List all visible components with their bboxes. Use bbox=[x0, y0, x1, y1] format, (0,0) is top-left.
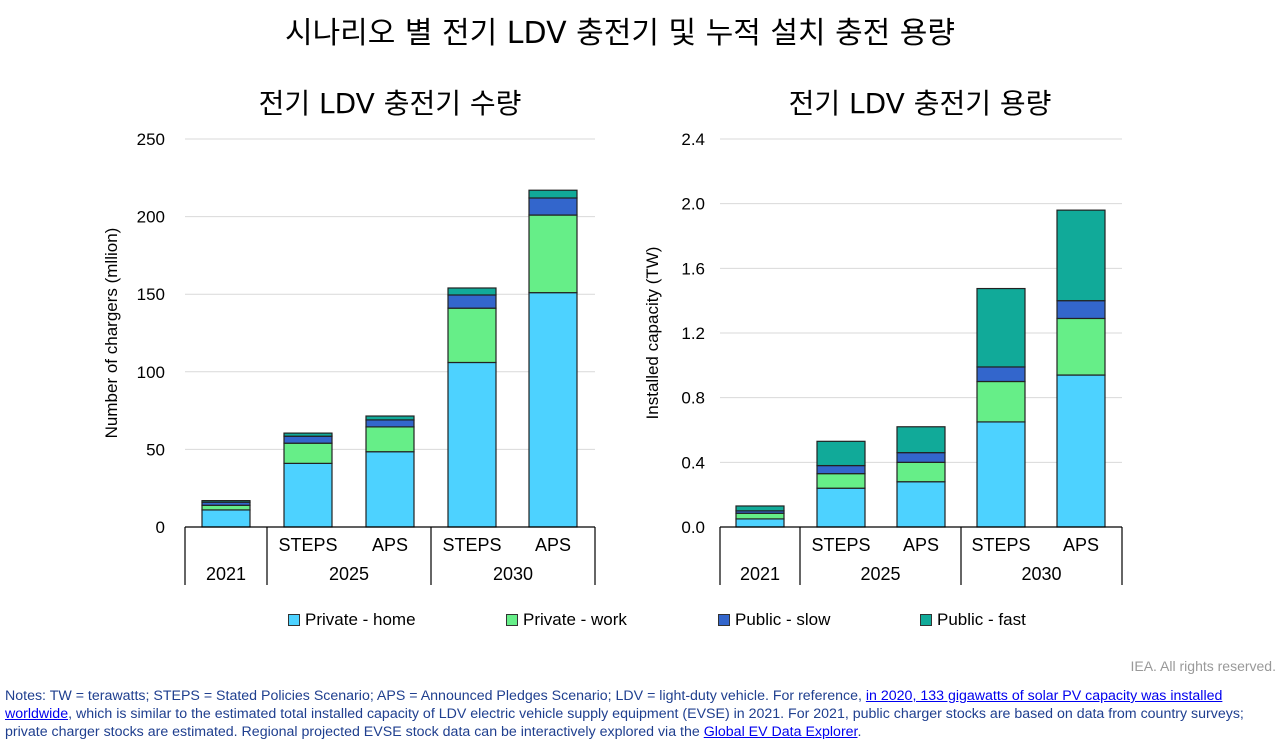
bar-segment bbox=[896, 481, 946, 528]
y-tick-label: 150 bbox=[137, 285, 165, 304]
bar-segment bbox=[201, 504, 251, 511]
bar-segment bbox=[735, 505, 785, 512]
ev-data-explorer-link[interactable]: Global EV Data Explorer bbox=[703, 724, 858, 740]
scenario-label: STEPS bbox=[278, 535, 337, 555]
bar-segment bbox=[1056, 317, 1106, 376]
bar-segment bbox=[283, 432, 333, 437]
y-tick-label: 0 bbox=[156, 518, 165, 537]
bar-segment bbox=[201, 500, 251, 503]
bar-segment bbox=[447, 361, 497, 528]
right-chart-title: 전기 LDV 충전기 용량 bbox=[788, 87, 1052, 120]
bar-segment bbox=[201, 509, 251, 528]
legend-label: Private - work bbox=[523, 610, 627, 629]
bar-segment bbox=[283, 435, 333, 444]
notes: Notes: TW = terawatts; STEPS = Stated Po… bbox=[5, 687, 1275, 741]
legend-label: Public - slow bbox=[735, 610, 831, 629]
y-tick-label: 2.0 bbox=[681, 195, 705, 214]
bar-segment bbox=[976, 366, 1026, 383]
y-tick-label: 250 bbox=[137, 130, 165, 149]
copyright: IEA. All rights reserved. bbox=[1130, 658, 1276, 674]
left-chart-title: 전기 LDV 충전기 수량 bbox=[258, 87, 522, 120]
bar-segment bbox=[896, 461, 946, 483]
legend-label: Public - fast bbox=[937, 610, 1026, 629]
year-label: 2021 bbox=[740, 564, 780, 584]
bar-segment bbox=[735, 518, 785, 528]
scenario-label: APS bbox=[1063, 535, 1099, 555]
bar-segment bbox=[447, 294, 497, 309]
bar-segment bbox=[976, 421, 1026, 528]
y-axis-label: Number of chargers (mllion) bbox=[102, 228, 121, 439]
y-tick-label: 1.2 bbox=[681, 324, 705, 343]
bar-segment bbox=[528, 197, 578, 216]
y-tick-label: 0.4 bbox=[681, 453, 705, 472]
notes-text: , which is similar to the estimated tota… bbox=[5, 706, 1244, 740]
legend-label: Private - home bbox=[305, 610, 416, 629]
year-label: 2021 bbox=[206, 564, 246, 584]
bar-segment bbox=[816, 487, 866, 528]
year-label: 2030 bbox=[1021, 564, 1061, 584]
bar-segment bbox=[976, 287, 1026, 368]
bar-segment bbox=[816, 464, 866, 475]
main-title: 시나리오 별 전기 LDV 충전기 및 누적 설치 충전 용량 bbox=[284, 16, 956, 51]
bar-segment bbox=[816, 440, 866, 467]
bar-segment bbox=[528, 189, 578, 199]
y-tick-label: 1.6 bbox=[681, 259, 705, 278]
bar-segment bbox=[896, 426, 946, 454]
bar-segment bbox=[976, 380, 1026, 423]
bar-segment bbox=[528, 292, 578, 528]
solar-pv-link[interactable]: in 2020, 133 gigawatts of solar PV capac… bbox=[5, 688, 1223, 722]
y-tick-label: 50 bbox=[146, 440, 165, 459]
legend-item-slow: Public - slow bbox=[718, 610, 830, 630]
bar-segment bbox=[365, 451, 415, 528]
bar-segment bbox=[735, 512, 785, 520]
bar-segment bbox=[816, 473, 866, 489]
legend-swatch bbox=[718, 614, 730, 626]
bar-segment bbox=[365, 415, 415, 421]
bar-segment bbox=[1056, 300, 1106, 320]
bar-segment bbox=[447, 307, 497, 364]
bar-segment bbox=[283, 442, 333, 464]
legend-swatch bbox=[920, 614, 932, 626]
bar-segment bbox=[1056, 209, 1106, 302]
y-tick-label: 0.8 bbox=[681, 389, 705, 408]
bar-segment bbox=[447, 287, 497, 296]
legend-swatch bbox=[288, 614, 300, 626]
year-label: 2025 bbox=[860, 564, 900, 584]
legend-item-home: Private - home bbox=[288, 610, 416, 630]
scenario-label: STEPS bbox=[442, 535, 501, 555]
legend-item-fast: Public - fast bbox=[920, 610, 1026, 630]
year-label: 2025 bbox=[329, 564, 369, 584]
bar-segment bbox=[896, 452, 946, 463]
bar-segment bbox=[1056, 374, 1106, 528]
y-tick-label: 200 bbox=[137, 208, 165, 227]
notes-text: Notes: TW = terawatts; STEPS = Stated Po… bbox=[5, 688, 866, 704]
scenario-label: STEPS bbox=[811, 535, 870, 555]
notes-text: . bbox=[857, 724, 862, 740]
bar-segment bbox=[528, 214, 578, 294]
legend-swatch bbox=[506, 614, 518, 626]
y-axis-label: Installed capacity (TW) bbox=[643, 247, 662, 420]
bar-segment bbox=[365, 419, 415, 428]
bar-segment bbox=[365, 426, 415, 453]
y-tick-label: 100 bbox=[137, 363, 165, 382]
scenario-label: STEPS bbox=[971, 535, 1030, 555]
legend-item-work: Private - work bbox=[506, 610, 627, 630]
y-tick-label: 0.0 bbox=[681, 518, 705, 537]
scenario-label: APS bbox=[372, 535, 408, 555]
year-label: 2030 bbox=[493, 564, 533, 584]
scenario-label: APS bbox=[535, 535, 571, 555]
y-tick-label: 2.4 bbox=[681, 130, 705, 149]
scenario-label: APS bbox=[903, 535, 939, 555]
bar-segment bbox=[283, 462, 333, 528]
